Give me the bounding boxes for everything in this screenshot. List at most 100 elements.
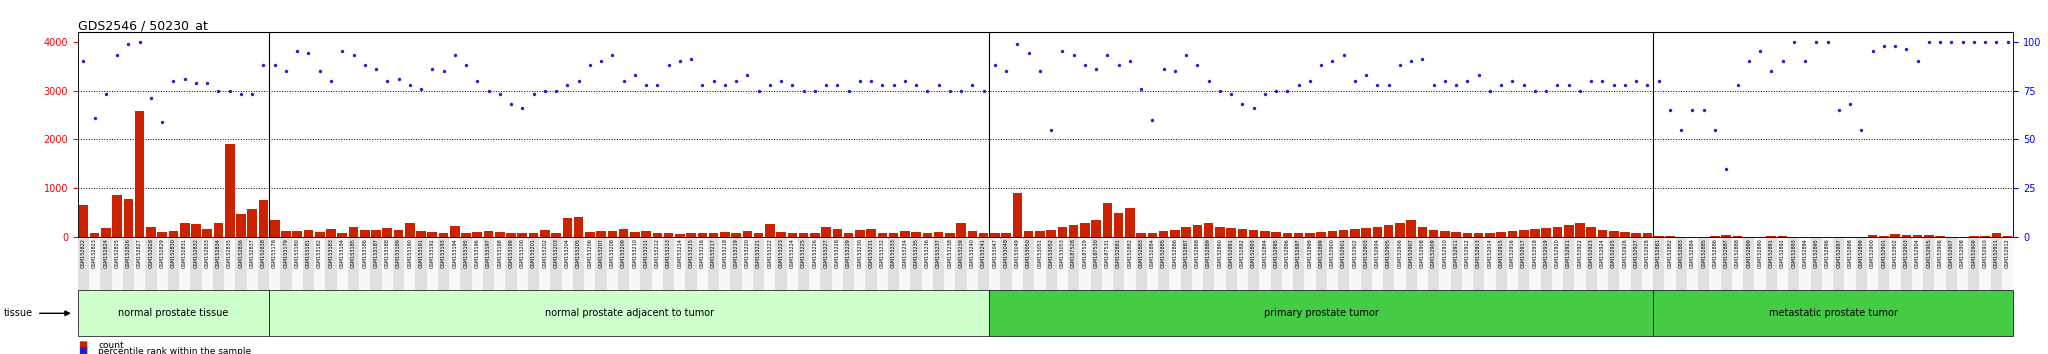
Bar <box>90 233 100 237</box>
Bar <box>1124 237 1135 330</box>
Point <box>786 88 819 93</box>
Bar <box>641 231 651 237</box>
Bar <box>1507 237 1518 330</box>
Bar <box>664 237 674 330</box>
Bar <box>606 237 618 330</box>
Bar <box>1597 230 1608 237</box>
Text: primary prostate tumor: primary prostate tumor <box>1264 308 1378 318</box>
Bar <box>1935 237 1946 330</box>
Bar <box>326 237 336 330</box>
Point <box>1407 56 1440 62</box>
Point <box>1102 62 1135 68</box>
Point <box>1698 127 1731 132</box>
Bar <box>1102 203 1112 237</box>
Bar <box>539 237 551 330</box>
Bar <box>1001 237 1012 330</box>
Point <box>1845 127 1878 132</box>
Bar <box>145 237 156 330</box>
Bar <box>934 237 944 330</box>
Bar <box>1935 236 1946 237</box>
Bar <box>1733 236 1743 237</box>
Point <box>641 82 674 87</box>
Point <box>719 78 752 84</box>
Bar <box>573 237 584 330</box>
Bar <box>248 209 256 237</box>
Point <box>979 62 1012 68</box>
Bar <box>438 233 449 237</box>
Bar <box>1958 237 1968 330</box>
Bar <box>336 237 348 330</box>
Bar <box>213 237 223 330</box>
Bar <box>1135 237 1147 330</box>
Text: normal prostate tissue: normal prostate tissue <box>119 308 229 318</box>
Bar <box>709 233 719 237</box>
Bar <box>1339 230 1348 237</box>
Bar <box>1901 237 1913 330</box>
Bar <box>1765 237 1778 330</box>
Bar <box>1890 237 1901 330</box>
Text: tissue: tissue <box>4 308 33 318</box>
Bar <box>764 237 776 330</box>
Point <box>1868 43 1901 48</box>
Bar <box>236 214 246 237</box>
Bar <box>754 233 764 237</box>
Point <box>1507 82 1540 87</box>
Text: GDS2546 / 50230_at: GDS2546 / 50230_at <box>78 19 207 32</box>
Point <box>258 62 291 68</box>
Bar <box>1057 227 1067 237</box>
Bar <box>1092 220 1102 237</box>
Point <box>1362 82 1395 87</box>
Bar <box>516 237 528 330</box>
Bar <box>1743 237 1755 330</box>
Bar <box>1012 193 1022 237</box>
Bar <box>1575 237 1585 330</box>
Bar <box>1485 237 1495 330</box>
Bar <box>629 237 641 330</box>
Bar <box>1102 237 1112 330</box>
Bar <box>834 229 842 237</box>
Bar <box>246 237 258 330</box>
Bar <box>1462 237 1473 330</box>
Bar <box>371 237 381 330</box>
Bar <box>1237 229 1247 237</box>
Point <box>303 68 336 74</box>
Bar <box>686 233 696 237</box>
Bar <box>866 229 877 237</box>
Bar <box>631 232 639 237</box>
Bar <box>403 237 416 330</box>
Point <box>1339 78 1372 84</box>
Bar <box>584 237 596 330</box>
Bar <box>1552 227 1563 237</box>
Point <box>956 82 989 87</box>
Bar <box>438 237 449 330</box>
Point <box>674 56 707 62</box>
Point <box>236 92 268 97</box>
Point <box>1642 78 1675 84</box>
Bar <box>721 232 729 237</box>
Bar <box>786 237 799 330</box>
Point <box>145 119 178 125</box>
Point <box>1552 82 1585 87</box>
Bar <box>1530 229 1540 237</box>
Bar <box>326 229 336 237</box>
Bar <box>156 237 168 330</box>
Point <box>1294 78 1327 84</box>
Bar <box>776 232 786 237</box>
Point <box>1620 78 1653 84</box>
Point <box>315 78 348 84</box>
Bar <box>1495 237 1507 330</box>
Bar <box>494 237 506 330</box>
Bar <box>596 231 606 237</box>
Point <box>1192 78 1225 84</box>
Bar <box>113 195 123 237</box>
Bar <box>506 237 516 330</box>
Point <box>1350 72 1382 78</box>
Point <box>1540 82 1573 87</box>
Point <box>831 88 864 93</box>
Bar <box>291 237 303 330</box>
Bar <box>1249 230 1257 237</box>
Point <box>561 78 594 84</box>
Bar <box>1372 237 1382 330</box>
Bar <box>1327 237 1337 330</box>
Point <box>371 78 403 84</box>
